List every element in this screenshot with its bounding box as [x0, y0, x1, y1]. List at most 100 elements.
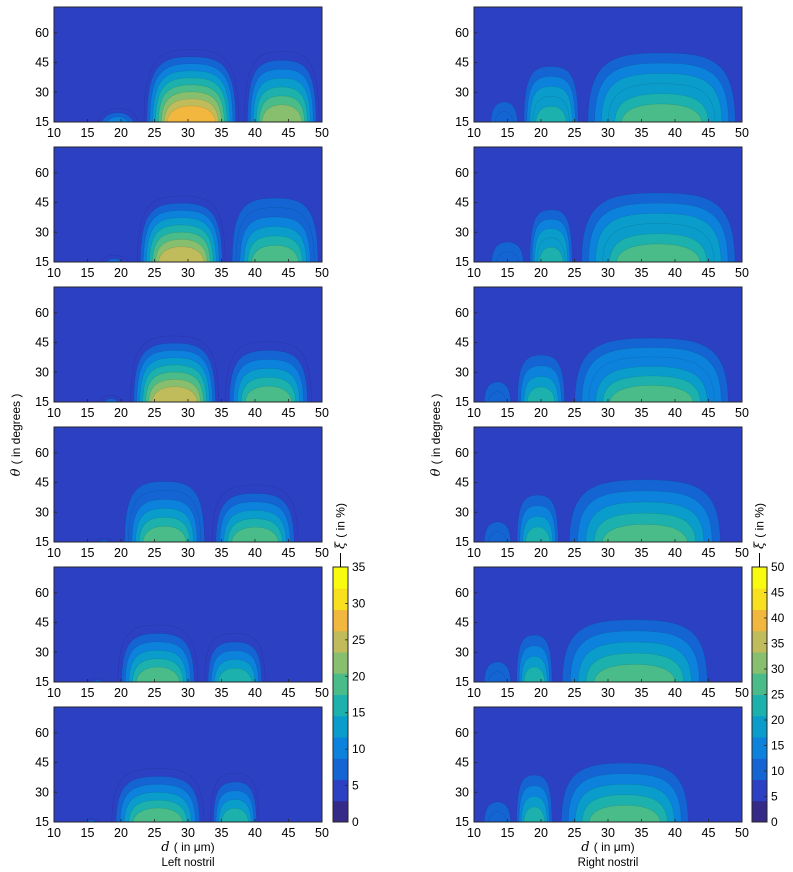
colorbar-label: ξ ( in %): [753, 503, 768, 549]
x-tick-label: 45: [702, 686, 716, 700]
x-tick-label: 20: [534, 826, 548, 840]
y-tick-label: 45: [35, 476, 49, 490]
contour-band: [616, 243, 701, 262]
y-tick-label: 30: [455, 785, 469, 799]
contour-band: [487, 531, 508, 542]
x-tick-label: 40: [248, 126, 262, 140]
y-tick-label: 45: [455, 476, 469, 490]
colorbar-segment: [333, 652, 348, 674]
contour-band: [217, 667, 253, 682]
colorbar-symbol: ξ: [334, 538, 349, 549]
x-tick-label: 40: [248, 406, 262, 420]
colorbar-segment: [752, 779, 767, 802]
x-tick-label: 50: [315, 686, 329, 700]
colorbar: 0 5 10 15 20 25 30 35ξ ( in %): [332, 503, 366, 829]
contour-band: [166, 105, 216, 122]
y-tick-label: 60: [455, 26, 469, 40]
x-tick-label: 35: [635, 126, 649, 140]
x-tick-label: 50: [735, 546, 749, 560]
x-tick-label: 40: [248, 826, 262, 840]
x-tick-label: 40: [668, 126, 682, 140]
colorbar-symbol: ξ: [753, 538, 768, 549]
contour-bands: [97, 49, 320, 122]
contour-band: [538, 246, 564, 262]
x-tick-label: 25: [568, 126, 582, 140]
y-tick-label: 60: [35, 586, 49, 600]
x-tick-label: 50: [735, 686, 749, 700]
contour-band: [142, 525, 187, 542]
y-tick-label: 60: [35, 446, 49, 460]
x-tick-label: 20: [534, 266, 548, 280]
x-tick-label: 15: [81, 826, 95, 840]
contour-band: [251, 245, 299, 262]
x-tick-label: 30: [601, 686, 615, 700]
x-tick-label: 50: [315, 266, 329, 280]
y-tick-label: 30: [35, 505, 49, 519]
y-tick-label: 15: [35, 395, 49, 409]
x-tick-label: 10: [47, 546, 61, 560]
colorbar-tick-label: 15: [771, 739, 785, 753]
x-tick-label: 35: [215, 406, 229, 420]
colorbar-segment: [752, 567, 767, 589]
colorbar-segment: [752, 694, 767, 717]
colorbar-segment: [333, 567, 348, 589]
contour-bands: [80, 768, 260, 822]
x-tick-label: 10: [467, 406, 481, 420]
x-tick-label: 35: [635, 546, 649, 560]
x-tick-label: 45: [282, 826, 296, 840]
colorbar-segment: [752, 800, 767, 823]
contour-band: [221, 807, 249, 822]
contour-band: [609, 385, 694, 402]
y-tick-label: 45: [35, 196, 49, 210]
x-axis-label: d ( in μm): [581, 840, 634, 855]
contour-band: [151, 386, 198, 402]
y-tick-label: 15: [455, 535, 469, 549]
contour-band: [106, 116, 130, 122]
contour-bands: [484, 762, 689, 822]
y-axis-label: θ ( in degrees ): [429, 394, 444, 477]
x-tick-label: 25: [568, 826, 582, 840]
colorbar-segment: [752, 588, 767, 610]
x-tick-label: 50: [735, 266, 749, 280]
y-tick-label: 60: [35, 166, 49, 180]
x-tick-label: 25: [148, 546, 162, 560]
x-tick-label: 50: [735, 406, 749, 420]
x-tick-label: 15: [501, 826, 515, 840]
y-tick-label: 15: [35, 255, 49, 269]
x-axis-unit: ( in μm): [594, 840, 635, 854]
x-tick-label: 10: [47, 126, 61, 140]
contour-band: [621, 103, 702, 122]
x-tick-label: 40: [248, 266, 262, 280]
x-tick-label: 25: [148, 826, 162, 840]
x-tick-label: 15: [501, 686, 515, 700]
y-tick-label: 60: [35, 306, 49, 320]
colorbar-tick-label: 50: [771, 560, 785, 574]
x-tick-label: 15: [81, 266, 95, 280]
x-tick-label: 45: [702, 406, 716, 420]
y-tick-label: 45: [35, 336, 49, 350]
x-tick-label: 10: [47, 686, 61, 700]
y-tick-label: 15: [455, 815, 469, 829]
y-tick-label: 45: [35, 616, 49, 630]
x-tick-label: 50: [735, 826, 749, 840]
colorbar-segment: [752, 652, 767, 674]
colorbar-tick-label: 25: [352, 633, 366, 647]
colorbar-segment: [333, 609, 348, 632]
y-tick-label: 60: [35, 26, 49, 40]
x-tick-label: 10: [47, 826, 61, 840]
y-axis-symbol: θ: [9, 464, 24, 476]
x-tick-label: 45: [702, 126, 716, 140]
x-tick-label: 20: [534, 406, 548, 420]
y-tick-label: 15: [455, 115, 469, 129]
x-tick-label: 20: [114, 546, 128, 560]
x-axis-label: d ( in μm): [161, 840, 214, 855]
